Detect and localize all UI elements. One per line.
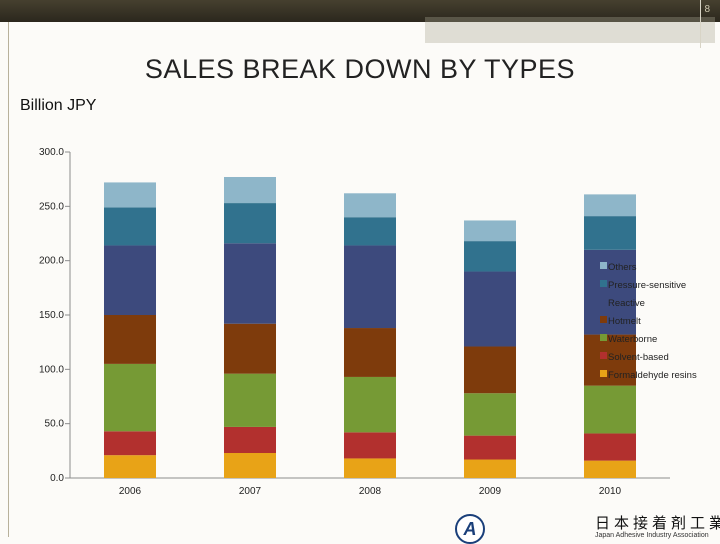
legend-swatch [600, 352, 607, 359]
bar-segment [224, 176, 276, 204]
y-tick-label: 200.0 [39, 256, 64, 267]
bar-segment [104, 315, 156, 364]
association-logo: A 日本接着剤工業会 Japan Adhesive Industry Assoc… [450, 510, 720, 544]
legend-swatch [600, 370, 607, 377]
bar-segment [344, 458, 396, 478]
legend-swatch [600, 298, 607, 305]
bar-segment [104, 207, 156, 246]
legend-label: Hotmelt [608, 316, 641, 327]
bar-segment [584, 216, 636, 250]
legend-label: Solvent-based [608, 352, 669, 363]
bar-segment [464, 241, 516, 272]
header-accent-band [425, 17, 715, 43]
logo-mark-icon: A [455, 514, 485, 544]
slide-title: SALES BREAK DOWN BY TYPES [144, 54, 576, 84]
bar-segment [224, 323, 276, 374]
bar-segment [584, 334, 636, 386]
bar-segment [104, 182, 156, 208]
bar-segment [344, 328, 396, 377]
legend-swatch [600, 280, 607, 287]
bar-segment [464, 393, 516, 436]
bar-segment [344, 432, 396, 459]
bar-segment [344, 217, 396, 246]
bar-segment [464, 459, 516, 478]
y-tick-label: 250.0 [39, 201, 64, 212]
bar-segment [224, 243, 276, 324]
legend-label: Pressure-sensitive [608, 280, 686, 291]
x-tick-label: 2009 [479, 486, 502, 497]
bar-segment [464, 346, 516, 394]
y-tick-label: 100.0 [39, 364, 64, 375]
bar-segment [584, 385, 636, 434]
y-tick-label: 0.0 [50, 473, 64, 484]
x-tick-label: 2010 [599, 486, 622, 497]
legend-swatch [600, 262, 607, 269]
legend-label: Others [608, 262, 637, 273]
x-tick-label: 2007 [239, 486, 262, 497]
legend-label: Reactive [608, 298, 645, 309]
bar-segment [224, 373, 276, 427]
y-tick-label: 150.0 [39, 310, 64, 321]
bar-segment [584, 460, 636, 478]
bar-segment [104, 455, 156, 478]
y-tick-label: 300.0 [39, 147, 64, 158]
legend-label: Formaldehyde resins [608, 370, 697, 381]
bar-segment [584, 194, 636, 217]
y-tick-label: 50.0 [45, 419, 65, 430]
association-name-japanese: 日本接着剤工業会 [595, 514, 720, 532]
legend-label: Waterborne [608, 334, 657, 345]
x-tick-label: 2008 [359, 486, 382, 497]
bar-segment [464, 435, 516, 460]
x-tick-label: 2006 [119, 486, 142, 497]
bar-segment [104, 431, 156, 456]
bar-segment [344, 193, 396, 218]
association-name-english: Japan Adhesive Industry Association [595, 532, 709, 539]
bar-segment [104, 245, 156, 315]
left-border-line [8, 22, 9, 537]
bar-segment [104, 363, 156, 432]
bar-segment [584, 433, 636, 461]
bar-segment [344, 376, 396, 433]
title-bar-band: 8 [0, 0, 720, 22]
bar-segment [464, 220, 516, 242]
legend-swatch [600, 334, 607, 341]
legend-swatch [600, 316, 607, 323]
bar-segment [224, 203, 276, 244]
bar-segment [224, 426, 276, 454]
slide-number: 8 [704, 4, 710, 15]
bar-segment [464, 271, 516, 347]
bar-segment [224, 453, 276, 478]
right-border-line [700, 0, 701, 48]
unit-label: Billion JPY [20, 97, 97, 114]
bar-segment [584, 249, 636, 335]
bar-segment [344, 245, 396, 329]
